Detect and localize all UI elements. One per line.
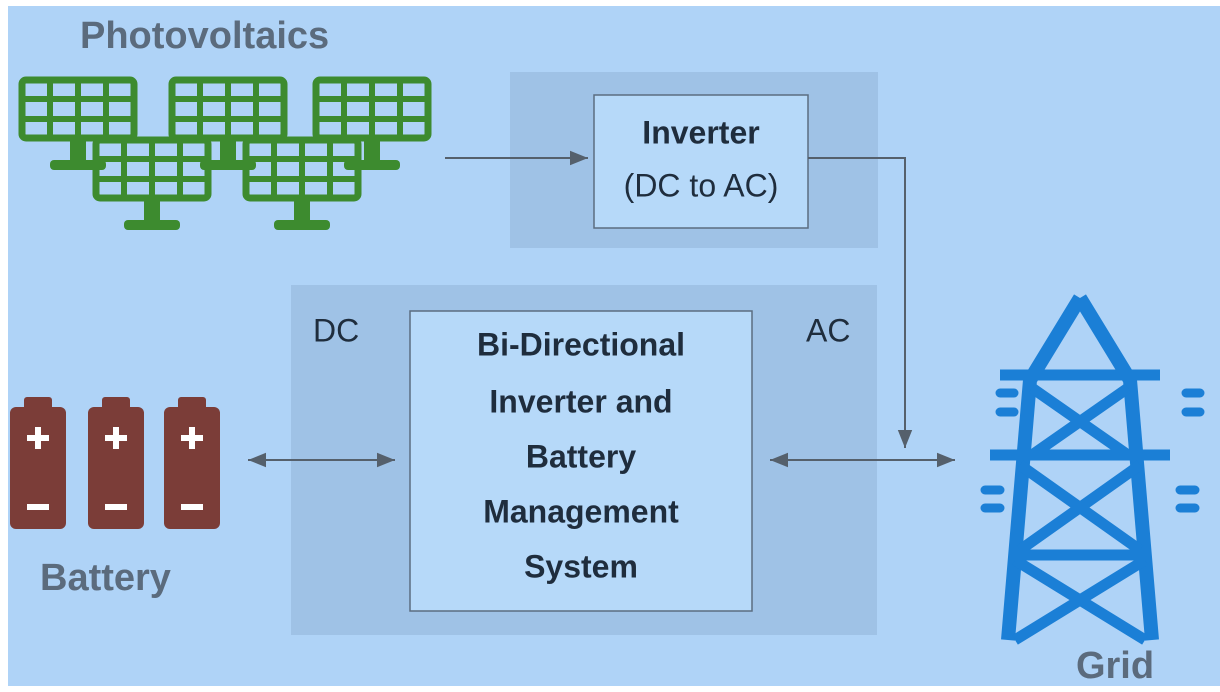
dc-label: DC <box>313 312 359 348</box>
bms-line: Bi-Directional <box>477 326 685 362</box>
bms-line: Inverter and <box>489 383 672 419</box>
inverter-subtitle: (DC to AC) <box>624 167 779 203</box>
page: {"photovoltaics": "Photovoltaics", "inve… <box>0 0 1220 692</box>
bms-line: Management <box>483 493 679 529</box>
battery-label: Battery <box>40 557 171 599</box>
ac-label: AC <box>806 312 850 348</box>
diagram: Photovoltaics Inverter (DC to AC) Bi-Dir… <box>0 0 1220 692</box>
bms-line: System <box>524 548 638 584</box>
inverter-title: Inverter <box>642 114 759 150</box>
photovoltaics-label: Photovoltaics <box>80 15 329 57</box>
bms-line: Battery <box>526 438 636 474</box>
grid-label: Grid <box>1076 645 1154 687</box>
batteries <box>10 397 220 529</box>
